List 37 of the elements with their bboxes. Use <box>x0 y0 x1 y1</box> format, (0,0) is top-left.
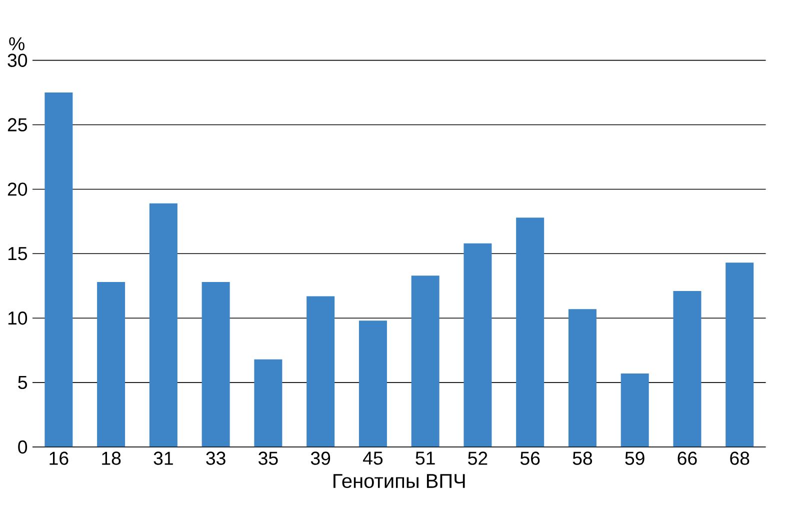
y-tick-label: 0 <box>18 440 28 454</box>
x-tick-label: 58 <box>572 452 592 465</box>
x-tick-label: 39 <box>310 452 330 465</box>
x-tick-label: 56 <box>520 452 540 465</box>
bar <box>44 92 73 447</box>
bar <box>726 262 754 447</box>
y-tick-label: 30 <box>8 54 28 67</box>
x-axis-title: Генотипы ВПЧ <box>334 474 465 488</box>
y-tick-label: 20 <box>8 182 28 196</box>
x-tick-label: 59 <box>625 452 644 465</box>
x-tick-label: 35 <box>258 452 278 465</box>
y-tick-label: 15 <box>8 247 27 260</box>
y-tick-label: 10 <box>8 311 28 325</box>
y-tick-label: 25 <box>8 118 27 132</box>
bar <box>516 218 544 447</box>
x-tick-label: 16 <box>50 452 68 465</box>
bar <box>202 282 230 447</box>
bar <box>306 296 335 447</box>
bar <box>411 276 440 447</box>
bar <box>464 243 492 447</box>
x-tick-label: 45 <box>362 452 383 465</box>
bar <box>149 203 178 447</box>
x-tick-label: 52 <box>468 452 488 465</box>
bar <box>358 320 387 447</box>
bar <box>254 359 282 447</box>
x-tick-label: 66 <box>678 452 697 465</box>
y-tick-label: 5 <box>18 376 27 390</box>
x-tick-label: 33 <box>206 452 226 465</box>
x-tick-label: 18 <box>102 452 121 465</box>
bar <box>568 309 596 447</box>
bar <box>620 374 649 447</box>
x-tick-label: 31 <box>154 452 173 465</box>
bar <box>97 282 126 447</box>
x-tick-label: 68 <box>730 452 750 465</box>
bar <box>673 291 702 447</box>
x-tick-label: 51 <box>416 452 435 465</box>
y-axis-title: % <box>9 37 24 50</box>
